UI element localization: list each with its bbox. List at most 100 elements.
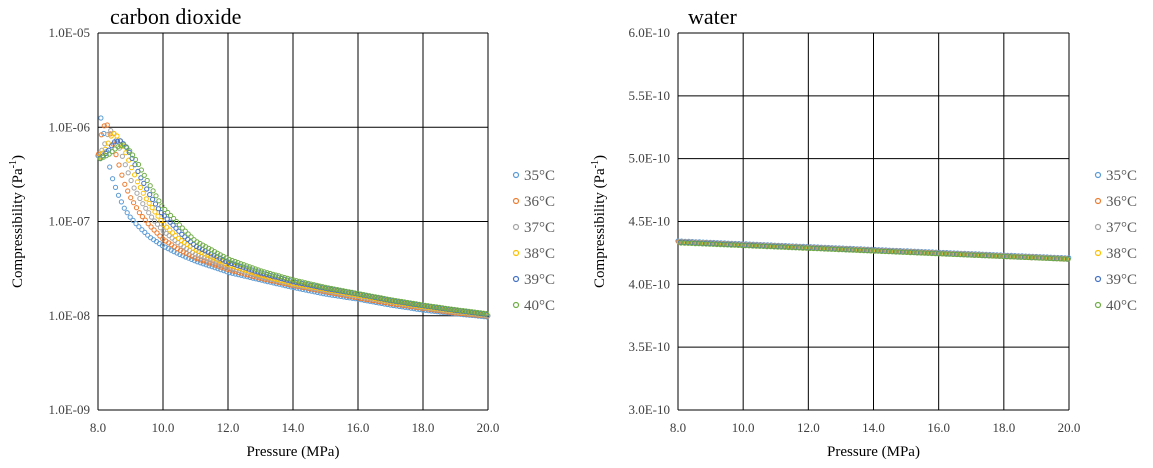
legend-label: 39°C xyxy=(1106,272,1137,288)
data-point xyxy=(475,309,481,316)
data-point xyxy=(685,240,691,246)
data-point xyxy=(986,253,992,259)
data-point xyxy=(1011,254,1017,260)
data-point xyxy=(158,217,164,224)
data-point xyxy=(735,242,741,248)
data-point xyxy=(717,242,724,248)
data-point xyxy=(979,253,985,259)
data-point xyxy=(314,282,320,288)
data-point xyxy=(818,246,824,252)
x-tick-label: 10.0 xyxy=(732,420,755,435)
data-point xyxy=(682,240,688,246)
y-tick-label: 6.0E-10 xyxy=(628,25,670,40)
data-point xyxy=(173,219,180,225)
chart-panel-water: 8.0 10.0 12.0 14.0 16.0 18.0 20.0 3.0E-10 3.5E-1… xyxy=(590,4,1137,460)
data-point xyxy=(106,151,112,157)
data-point xyxy=(118,143,124,149)
legend-item: 39°C xyxy=(512,272,555,288)
data-point xyxy=(117,138,124,144)
data-point xyxy=(975,252,982,258)
data-point xyxy=(337,287,343,293)
data-point xyxy=(154,221,161,227)
y-tick-label: 1.0E-05 xyxy=(48,25,90,40)
data-point xyxy=(742,243,749,249)
legend-item: 40°C xyxy=(1094,298,1137,314)
data-point xyxy=(131,200,137,206)
data-point xyxy=(119,172,125,178)
data-point xyxy=(893,249,899,255)
data-point xyxy=(425,303,431,309)
data-point xyxy=(159,203,165,209)
data-point xyxy=(469,309,475,315)
data-point xyxy=(226,256,232,262)
x-tick-label: 20.0 xyxy=(1058,420,1081,435)
data-point xyxy=(145,221,151,227)
chart-panel-carbon-dioxide: 8.0 10.0 12.0 14.0 16.0 18.0 20.0 1.0E-09 1.0E-0… xyxy=(8,4,555,460)
legend-marker xyxy=(512,223,520,231)
legend-label: 37°C xyxy=(1106,220,1137,236)
data-point xyxy=(936,251,942,257)
data-point xyxy=(170,230,176,236)
data-point xyxy=(232,258,238,265)
data-point xyxy=(746,243,752,249)
data-point xyxy=(1015,254,1021,260)
data-point xyxy=(105,140,111,146)
data-point xyxy=(219,259,225,265)
data-point xyxy=(399,298,405,305)
data-point xyxy=(107,164,113,170)
data-point xyxy=(997,253,1003,259)
data-point xyxy=(264,270,270,276)
data-point xyxy=(112,139,118,145)
x-axis-label: Pressure (MPa) xyxy=(247,444,340,460)
data-point xyxy=(369,293,376,299)
legend-item: 35°C xyxy=(512,168,555,184)
data-point xyxy=(222,260,228,266)
data-point xyxy=(416,301,422,307)
data-point xyxy=(800,245,806,251)
series-layer xyxy=(95,115,491,320)
data-point xyxy=(968,252,974,258)
data-point xyxy=(276,273,282,279)
data-point xyxy=(696,241,702,247)
data-point xyxy=(103,150,109,156)
data-point xyxy=(223,255,229,261)
data-point xyxy=(900,249,906,255)
data-point xyxy=(116,162,122,168)
data-point xyxy=(162,206,168,213)
data-point xyxy=(164,216,170,222)
y-tick-label: 1.0E-07 xyxy=(48,214,90,229)
data-point xyxy=(732,242,738,248)
data-point xyxy=(929,250,935,257)
data-point xyxy=(1044,255,1050,261)
data-point xyxy=(1033,255,1039,261)
data-point xyxy=(366,293,373,299)
data-point xyxy=(132,172,138,178)
data-point xyxy=(1065,256,1071,262)
legend-item: 36°C xyxy=(512,194,555,210)
data-point xyxy=(308,281,314,287)
legend-label: 39°C xyxy=(524,272,555,288)
data-point xyxy=(448,306,454,312)
data-point xyxy=(238,261,244,267)
legend-item: 37°C xyxy=(512,220,555,236)
data-point xyxy=(134,179,141,185)
data-point xyxy=(757,243,763,249)
data-point xyxy=(157,225,163,231)
data-point xyxy=(725,242,731,248)
data-point xyxy=(115,192,122,198)
data-point xyxy=(457,307,463,313)
legend-item: 40°C xyxy=(512,298,555,314)
data-point xyxy=(454,307,460,313)
x-tick-label: 12.0 xyxy=(797,420,820,435)
data-point xyxy=(109,149,115,155)
data-point xyxy=(249,265,256,271)
data-point xyxy=(141,172,147,178)
data-point xyxy=(125,170,131,176)
data-point xyxy=(868,248,874,254)
data-point xyxy=(170,222,176,228)
data-point xyxy=(128,195,134,201)
data-point xyxy=(778,244,784,250)
data-point xyxy=(393,298,399,304)
data-point xyxy=(1022,254,1028,260)
legend-item: 39°C xyxy=(1094,272,1137,288)
